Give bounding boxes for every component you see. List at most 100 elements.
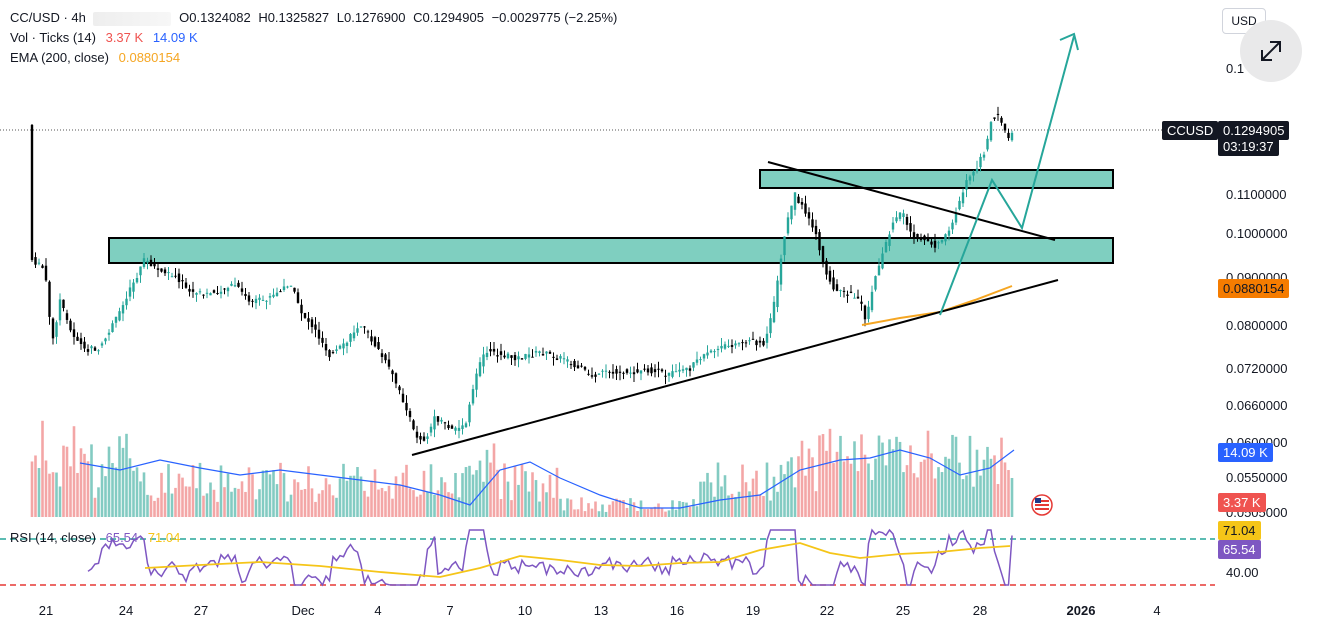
candle-body	[835, 284, 839, 291]
volume-legend[interactable]: Vol · Ticks (14) 3.37 K 14.09 K	[10, 28, 198, 48]
volume-bar	[692, 499, 695, 517]
volume-bar	[436, 490, 440, 517]
volume-bar	[454, 472, 457, 517]
volume-bar	[657, 503, 660, 517]
candle-body	[993, 117, 996, 119]
candle-body	[373, 337, 377, 347]
time-tick: 7	[446, 603, 453, 618]
time-axis[interactable]: 21 24 27 Dec 4 7 10 13 16 19 22 25 28 2026 4	[39, 603, 1161, 618]
volume-bar	[608, 504, 611, 517]
volume-bar	[496, 469, 499, 517]
candle-body	[944, 234, 947, 242]
candle-body	[37, 262, 41, 264]
us-flag-icon[interactable]	[1031, 494, 1053, 516]
candle-body	[76, 336, 79, 341]
volume-bar	[111, 463, 114, 517]
candle-body	[114, 316, 118, 323]
candle-body	[965, 180, 968, 190]
fullscreen-button[interactable]	[1240, 20, 1302, 82]
candle-body	[660, 369, 664, 372]
volume-bar	[562, 510, 566, 517]
candle-body	[1007, 132, 1010, 139]
candle-body	[671, 371, 674, 377]
volume-bar	[450, 493, 454, 517]
candle-body	[534, 351, 538, 353]
volume-bar	[786, 461, 790, 517]
change-value: −0.0029775 (−2.25%)	[491, 10, 618, 25]
volume-bar	[265, 470, 268, 517]
candle-body	[646, 368, 650, 373]
candle-body	[804, 203, 807, 214]
volume-bar	[587, 503, 590, 517]
volume-bar	[107, 446, 111, 517]
volume-bar	[440, 477, 443, 517]
candle-body	[219, 291, 223, 294]
candle-body	[639, 370, 643, 374]
candle-body	[814, 225, 818, 235]
candle-body	[433, 416, 436, 430]
candle-body	[419, 436, 422, 440]
candle-body	[328, 350, 331, 358]
volume-bar	[475, 470, 478, 517]
rsi-legend[interactable]: RSI (14, close) 65.54 71.04	[10, 528, 180, 548]
candle-body	[940, 239, 944, 243]
candle-body	[870, 291, 874, 311]
candle-body	[440, 419, 443, 422]
resistance-zone-upper[interactable]	[759, 169, 1114, 189]
candle-body	[503, 355, 506, 358]
volume-bars-group	[30, 420, 1014, 517]
candle-body	[555, 358, 559, 360]
candle-body	[254, 298, 258, 304]
candle-body	[51, 318, 55, 339]
volume-bar	[580, 497, 583, 517]
candle-body	[846, 294, 849, 296]
candle-body	[688, 368, 692, 371]
descending-trendline[interactable]	[767, 161, 1056, 241]
volume-ma-value: 14.09 K	[152, 30, 198, 45]
volume-bar	[419, 494, 422, 517]
candle-body	[251, 300, 254, 302]
volume-bar	[573, 509, 576, 517]
candle-body	[783, 236, 786, 256]
candle-body	[272, 294, 275, 297]
volume-bar	[828, 428, 832, 517]
volume-bar	[167, 464, 170, 517]
candle-body	[447, 424, 450, 429]
candle-body	[996, 113, 1000, 115]
candle-body	[744, 342, 748, 344]
candle-body	[793, 192, 797, 210]
candle-body	[968, 176, 972, 181]
volume-bar	[223, 487, 226, 517]
symbol-label[interactable]: CC/USD · 4h	[10, 10, 86, 25]
candle-body	[947, 230, 951, 236]
rising-trendline[interactable]	[411, 279, 1059, 456]
time-tick: 16	[670, 603, 684, 618]
candle-body	[811, 219, 814, 228]
volume-bar	[636, 511, 639, 517]
candle-body	[324, 344, 328, 351]
volume-bar	[380, 487, 384, 517]
projection-arrow-path[interactable]	[939, 35, 1075, 316]
volume-bar	[366, 496, 370, 517]
volume-bar	[429, 464, 433, 517]
volume-bar	[202, 495, 205, 517]
candle-body	[303, 312, 307, 318]
volume-bar	[681, 501, 685, 517]
candle-body	[321, 337, 324, 343]
volume-bar	[51, 472, 55, 517]
volume-bar	[510, 500, 513, 517]
volume-bar	[653, 506, 657, 517]
candle-body	[506, 353, 510, 359]
volume-bar	[177, 473, 181, 517]
volume-bar	[415, 496, 419, 517]
candle-body	[685, 367, 688, 371]
volume-bar	[779, 464, 783, 517]
volume-bar	[552, 497, 555, 517]
candle-body	[394, 373, 398, 384]
volume-bar	[69, 466, 72, 517]
ema-legend[interactable]: EMA (200, close) 0.0880154	[10, 48, 180, 68]
candle-body	[961, 192, 965, 204]
candle-body	[296, 292, 300, 303]
